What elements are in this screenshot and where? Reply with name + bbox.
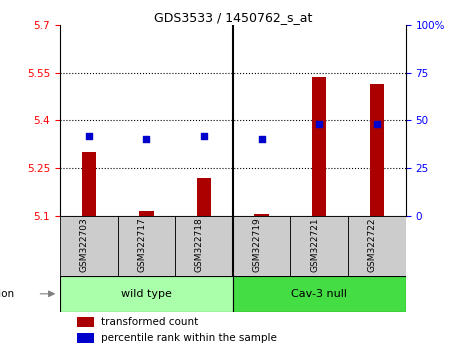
Bar — [60, 216, 118, 276]
Bar — [312, 78, 326, 216]
Text: GSM322717: GSM322717 — [137, 217, 146, 272]
Text: GSM322703: GSM322703 — [80, 217, 89, 272]
Point — [200, 133, 207, 138]
Bar — [233, 216, 290, 276]
Text: GSM322718: GSM322718 — [195, 217, 204, 272]
Bar — [348, 216, 406, 276]
Text: transformed count: transformed count — [101, 317, 199, 327]
Bar — [290, 216, 348, 276]
Bar — [60, 276, 233, 312]
Bar — [77, 333, 94, 343]
Point — [315, 121, 323, 127]
Point — [85, 133, 92, 138]
Text: wild type: wild type — [121, 289, 172, 299]
Text: genotype/variation: genotype/variation — [0, 289, 15, 299]
Text: GSM322719: GSM322719 — [253, 217, 262, 272]
Point — [142, 137, 150, 142]
Bar — [118, 216, 175, 276]
Bar — [233, 276, 406, 312]
Text: GSM322721: GSM322721 — [310, 217, 319, 272]
Point — [373, 121, 381, 127]
Text: Cav-3 null: Cav-3 null — [291, 289, 347, 299]
Bar — [175, 216, 233, 276]
Bar — [370, 84, 384, 216]
Bar — [254, 214, 269, 216]
Bar — [139, 211, 154, 216]
Point — [258, 137, 266, 142]
Text: percentile rank within the sample: percentile rank within the sample — [101, 333, 278, 343]
Bar — [77, 317, 94, 327]
Bar — [197, 178, 211, 216]
Text: GSM322722: GSM322722 — [368, 217, 377, 272]
Title: GDS3533 / 1450762_s_at: GDS3533 / 1450762_s_at — [154, 11, 312, 24]
Bar — [82, 152, 96, 216]
